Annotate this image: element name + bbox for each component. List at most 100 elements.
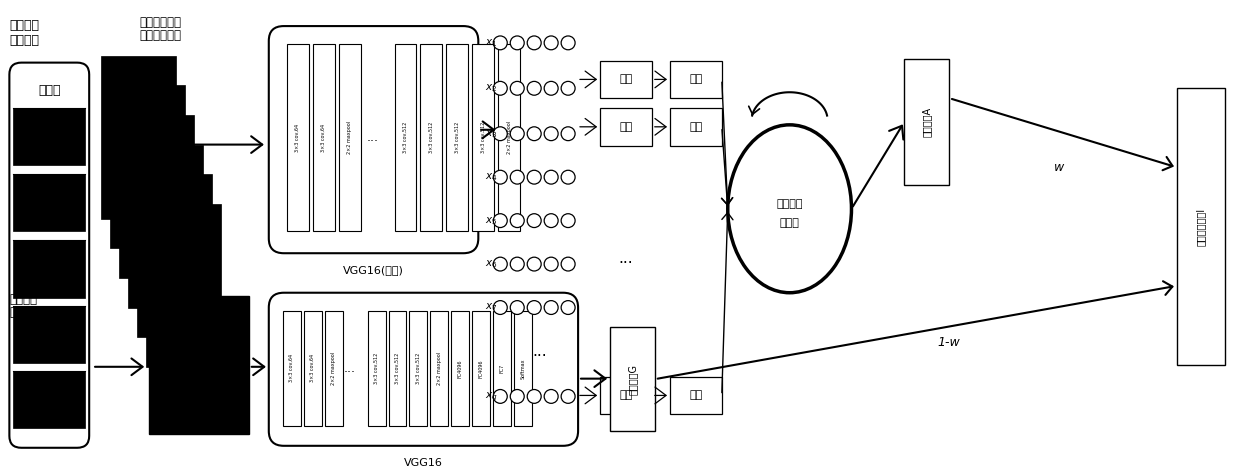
- Text: 3×3 cov,512: 3×3 cov,512: [403, 122, 408, 153]
- Circle shape: [527, 81, 541, 95]
- Text: 3×3 cov,64: 3×3 cov,64: [321, 123, 326, 152]
- Text: 2×2 maxpool: 2×2 maxpool: [507, 121, 512, 154]
- Text: 视频帧: 视频帧: [38, 84, 61, 97]
- Bar: [128, 145, 203, 308]
- Text: 分类结果G: 分类结果G: [627, 364, 637, 395]
- Text: 3×3 cov,512: 3×3 cov,512: [374, 353, 379, 384]
- Circle shape: [510, 257, 525, 271]
- Text: $x_4$: $x_4$: [485, 171, 497, 183]
- Text: 3×3 cov,64: 3×3 cov,64: [295, 123, 300, 152]
- Circle shape: [544, 214, 558, 227]
- Text: 局部强化: 局部强化: [10, 292, 37, 306]
- Bar: [420, 44, 443, 231]
- Text: 池化: 池化: [689, 122, 702, 132]
- Text: $x_7$: $x_7$: [485, 301, 497, 313]
- Circle shape: [544, 300, 558, 315]
- Circle shape: [494, 170, 507, 184]
- Circle shape: [494, 300, 507, 315]
- Circle shape: [510, 390, 525, 403]
- Circle shape: [510, 214, 525, 227]
- Text: 运动历史图: 运动历史图: [10, 306, 45, 318]
- Ellipse shape: [728, 125, 852, 292]
- Bar: [1177, 88, 1225, 365]
- Bar: [600, 377, 652, 414]
- Circle shape: [562, 127, 575, 141]
- Text: ...: ...: [619, 251, 634, 266]
- Text: $x_q$: $x_q$: [485, 390, 497, 403]
- Bar: [494, 310, 511, 426]
- FancyBboxPatch shape: [269, 292, 578, 446]
- Bar: [610, 327, 655, 431]
- Text: 2×2 maxpool: 2×2 maxpool: [347, 121, 352, 154]
- Bar: [670, 377, 722, 414]
- Text: w: w: [1054, 161, 1064, 174]
- Bar: [110, 85, 185, 248]
- Bar: [14, 240, 86, 298]
- Text: 电影中的: 电影中的: [10, 19, 40, 32]
- Bar: [904, 59, 950, 185]
- Text: 分片: 分片: [619, 74, 632, 84]
- Circle shape: [527, 127, 541, 141]
- Circle shape: [510, 127, 525, 141]
- Bar: [102, 56, 176, 219]
- Text: ...: ...: [367, 131, 378, 144]
- Text: $x_5$: $x_5$: [485, 215, 497, 227]
- Text: 分片: 分片: [619, 390, 632, 400]
- Circle shape: [562, 390, 575, 403]
- Text: 分片: 分片: [619, 122, 632, 132]
- Bar: [14, 306, 86, 363]
- Circle shape: [562, 257, 575, 271]
- Bar: [138, 174, 212, 337]
- Text: VGG16(部分): VGG16(部分): [343, 265, 404, 275]
- Bar: [394, 44, 417, 231]
- Circle shape: [527, 257, 541, 271]
- Text: $x_2$: $x_2$: [485, 82, 497, 94]
- Circle shape: [544, 390, 558, 403]
- Bar: [286, 44, 309, 231]
- Bar: [146, 204, 221, 367]
- Text: 忆网络: 忆网络: [780, 218, 800, 227]
- Circle shape: [527, 214, 541, 227]
- Bar: [600, 108, 652, 146]
- Bar: [472, 44, 495, 231]
- Text: 2×2 maxpool: 2×2 maxpool: [436, 352, 441, 385]
- Circle shape: [544, 127, 558, 141]
- Bar: [304, 310, 321, 426]
- Text: FC4096: FC4096: [458, 359, 463, 378]
- Circle shape: [494, 214, 507, 227]
- Text: 3×3 cov,64: 3×3 cov,64: [310, 354, 315, 382]
- Bar: [339, 44, 361, 231]
- Bar: [451, 310, 469, 426]
- Bar: [388, 310, 407, 426]
- Bar: [14, 371, 86, 428]
- Circle shape: [527, 170, 541, 184]
- Text: 3×3 cov,64: 3×3 cov,64: [289, 354, 294, 382]
- Text: 3×3 cov,512: 3×3 cov,512: [481, 122, 486, 153]
- Circle shape: [562, 214, 575, 227]
- Circle shape: [510, 36, 525, 50]
- Text: Softmax: Softmax: [521, 358, 526, 379]
- Text: 最终识别结果I: 最终识别结果I: [1195, 208, 1205, 245]
- Circle shape: [527, 300, 541, 315]
- Text: 长短期记: 长短期记: [776, 199, 802, 209]
- Text: 3×3 cov,512: 3×3 cov,512: [396, 353, 401, 384]
- Text: ...: ...: [343, 362, 356, 375]
- Circle shape: [510, 81, 525, 95]
- Circle shape: [494, 390, 507, 403]
- Text: $x_1$: $x_1$: [485, 37, 497, 49]
- Circle shape: [494, 81, 507, 95]
- Text: 3×3 cov,512: 3×3 cov,512: [429, 122, 434, 153]
- Text: 池化: 池化: [689, 390, 702, 400]
- Bar: [498, 44, 521, 231]
- Text: 3×3 cov,512: 3×3 cov,512: [415, 353, 420, 384]
- Text: 池化: 池化: [689, 74, 702, 84]
- Circle shape: [562, 81, 575, 95]
- FancyBboxPatch shape: [269, 26, 479, 253]
- Text: 分类结果A: 分类结果A: [921, 107, 931, 137]
- Circle shape: [562, 300, 575, 315]
- FancyBboxPatch shape: [10, 63, 89, 448]
- Text: $x_6$: $x_6$: [485, 258, 497, 270]
- Circle shape: [562, 36, 575, 50]
- Bar: [14, 108, 86, 165]
- Circle shape: [494, 127, 507, 141]
